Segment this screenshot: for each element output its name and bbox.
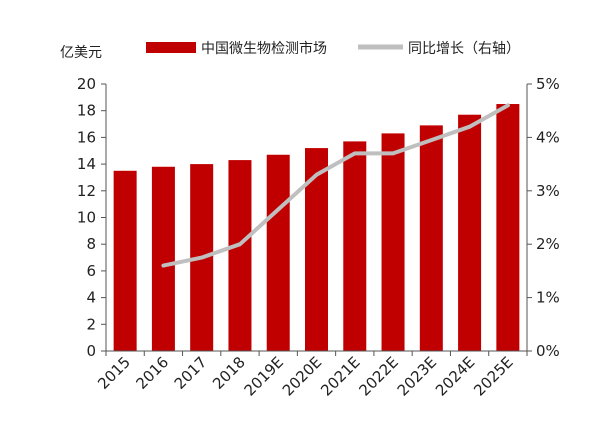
bar-2018 <box>228 160 252 351</box>
right-tick-label: 0% <box>536 342 560 360</box>
bar-2015 <box>113 170 137 351</box>
right-tick-label: 5% <box>536 75 560 93</box>
x-tick-label: 2022E <box>355 353 401 399</box>
x-tick-label: 2019E <box>241 353 287 399</box>
x-tick-label: 2025E <box>470 353 516 399</box>
bar-2022E <box>381 133 405 351</box>
x-tick-label: 2016 <box>133 353 173 393</box>
bar-2023E <box>419 125 443 351</box>
bar-2016 <box>151 166 175 351</box>
right-tick-label: 4% <box>536 128 560 146</box>
left-tick-label: 2 <box>86 315 96 333</box>
bar-2025E <box>496 104 520 352</box>
x-tick-label: 2024E <box>432 353 478 399</box>
left-tick-label: 20 <box>77 75 96 93</box>
legend-label-growth: 同比增长（右轴） <box>408 41 520 57</box>
left-tick-label: 10 <box>77 209 96 227</box>
plot-area: 024681012141618200%1%2%3%4%5%20152016201… <box>77 75 560 400</box>
left-tick-label: 0 <box>86 342 96 360</box>
x-tick-label: 2021E <box>317 353 363 399</box>
x-tick-label: 2015 <box>94 353 134 393</box>
growth-line <box>161 103 510 268</box>
x-tick-label: 2020E <box>279 353 325 399</box>
right-tick-label: 3% <box>536 182 560 200</box>
right-tick-label: 1% <box>536 289 560 307</box>
bar-2020E <box>305 148 328 351</box>
bar-2024E <box>458 114 482 351</box>
left-tick-label: 8 <box>86 235 96 253</box>
left-tick-label: 4 <box>86 289 96 307</box>
legend-swatch-market <box>146 42 196 53</box>
bar-2019E <box>266 154 290 351</box>
legend-label-market: 中国微生物检测市场 <box>201 40 327 57</box>
x-tick-label: 2023E <box>394 353 440 399</box>
right-tick-label: 2% <box>536 235 560 253</box>
left-tick-label: 12 <box>77 182 96 200</box>
left-tick-label: 18 <box>77 102 96 120</box>
left-tick-label: 6 <box>86 262 96 280</box>
bar-2021E <box>343 141 367 351</box>
left-tick-label: 14 <box>77 155 96 173</box>
legend: 中国微生物检测市场 同比增长（右轴） <box>146 40 520 57</box>
x-tick-label: 2017 <box>171 353 211 393</box>
left-tick-label: 16 <box>77 128 96 146</box>
left-axis-unit: 亿美元 <box>60 45 102 61</box>
